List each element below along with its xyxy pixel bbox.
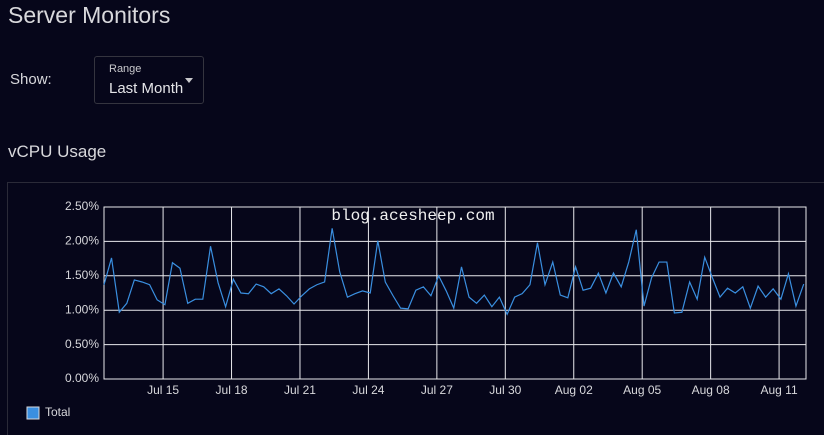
x-tick-label: Jul 15 — [147, 383, 179, 397]
plot-border — [103, 206, 807, 380]
x-tick-label: Jul 30 — [489, 383, 521, 397]
y-tick-label: 1.00% — [65, 302, 99, 316]
dropdown-caret — [185, 78, 193, 83]
x-tick-label: Aug 02 — [555, 383, 593, 397]
data-line — [103, 228, 805, 316]
y-tick-label: 2.50% — [65, 199, 99, 213]
show-label: Show: — [10, 71, 52, 88]
range-label: Range — [109, 63, 142, 75]
x-tick-label: Jul 21 — [284, 383, 316, 397]
y-tick-label: 1.50% — [65, 268, 99, 282]
y-tick-label: 0.50% — [65, 337, 99, 351]
page-title: Server Monitors — [8, 2, 171, 28]
x-tick-label: Jul 18 — [216, 383, 248, 397]
chart-title: vCPU Usage — [8, 142, 107, 161]
range-dropdown[interactable]: Range Last Month — [94, 56, 204, 104]
legend-label: Total — [45, 405, 70, 419]
x-tick-label: Jul 24 — [352, 383, 384, 397]
y-tick-label: 0.00% — [65, 371, 99, 385]
x-tick-label: Jul 27 — [421, 383, 453, 397]
x-tick-label: Aug 08 — [692, 383, 730, 397]
y-tick-label: 2.00% — [65, 234, 99, 248]
x-tick-label: Aug 11 — [761, 383, 798, 397]
range-value: Last Month — [109, 80, 184, 97]
x-tick-label: Aug 05 — [623, 383, 661, 397]
watermark: blog.acesheep.com — [331, 207, 494, 225]
legend-swatch — [26, 406, 40, 420]
